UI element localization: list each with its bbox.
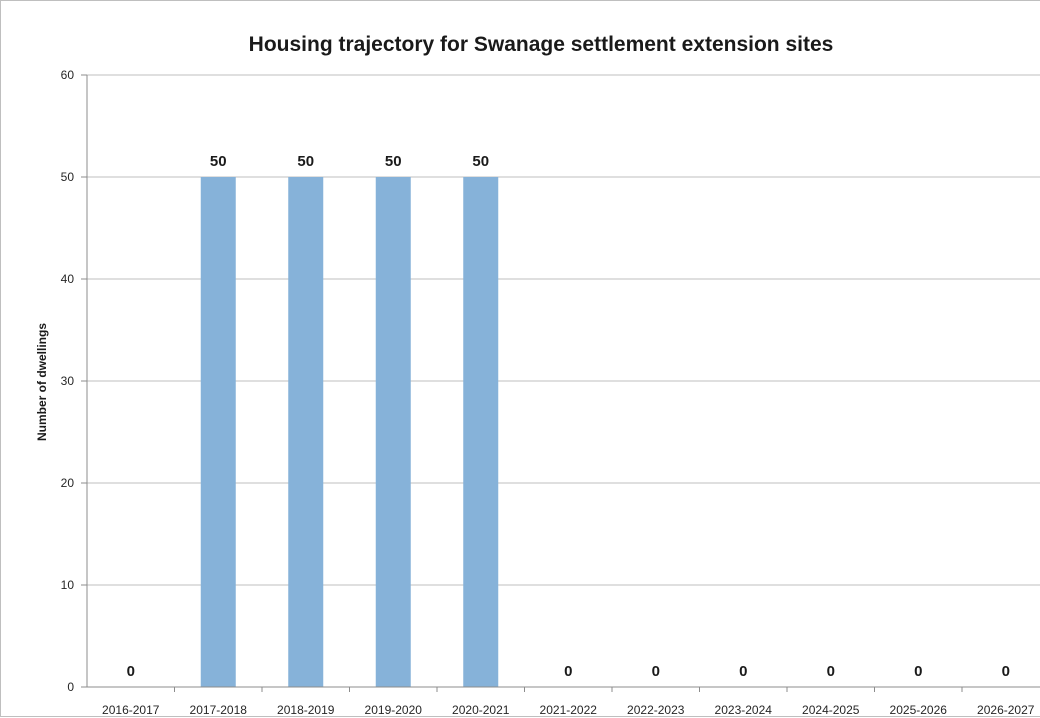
x-tick-label: 2021-2022 — [540, 703, 598, 717]
x-tick-label: 2017-2018 — [190, 703, 248, 717]
data-label: 0 — [1002, 663, 1010, 680]
y-tick-label: 10 — [61, 578, 75, 592]
bar — [375, 177, 411, 687]
x-tick-label: 2024-2025 — [802, 703, 860, 717]
y-tick-label: 60 — [61, 68, 75, 82]
gridlines — [87, 74, 1040, 586]
x-tick-label: 2025-2026 — [890, 703, 948, 717]
axes: 0 10 20 30 40 50 60 2016-2017 2017-2018 2018-2019… — [61, 68, 1040, 717]
data-label: 50 — [385, 153, 402, 170]
y-tick-label: 0 — [67, 680, 74, 694]
data-label: 0 — [564, 663, 572, 680]
data-label: 50 — [210, 153, 227, 170]
data-label: 50 — [472, 153, 489, 170]
bar — [463, 177, 499, 687]
x-tick-label: 2018-2019 — [277, 703, 335, 717]
bar — [288, 177, 324, 687]
data-label: 0 — [914, 663, 922, 680]
y-axis-title: Number of dwellings — [35, 323, 49, 441]
bar — [200, 177, 236, 687]
data-label: 0 — [827, 663, 835, 680]
data-label: 0 — [127, 663, 135, 680]
data-label: 0 — [652, 663, 660, 680]
x-tick-label: 2016-2017 — [102, 703, 160, 717]
y-tick-label: 20 — [61, 476, 75, 490]
bars — [200, 177, 499, 687]
x-tick-label: 2026-2027 — [977, 703, 1035, 717]
data-label: 0 — [739, 663, 747, 680]
y-tick-label: 40 — [61, 272, 75, 286]
x-tick-label: 2020-2021 — [452, 703, 510, 717]
data-labels: 0 50 50 50 50 0 0 0 0 0 0 — [127, 153, 1010, 680]
x-tick-label: 2023-2024 — [715, 703, 773, 717]
x-tick-label: 2022-2023 — [627, 703, 685, 717]
chart-title: Housing trajectory for Swanage settlemen… — [249, 33, 834, 56]
x-tick-label: 2019-2020 — [365, 703, 423, 717]
y-tick-label: 50 — [61, 170, 75, 184]
data-label: 50 — [297, 153, 314, 170]
y-tick-label: 30 — [61, 374, 75, 388]
